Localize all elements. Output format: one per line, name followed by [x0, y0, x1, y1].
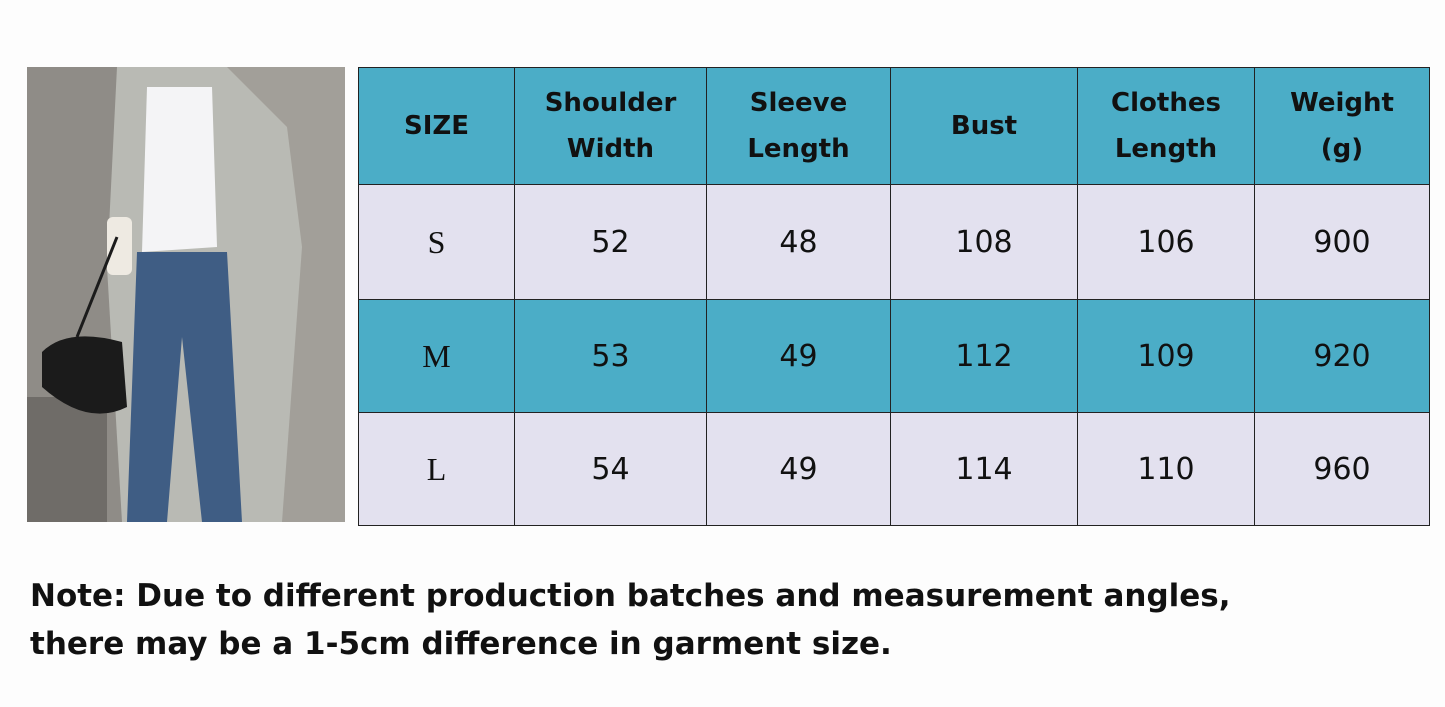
header-cell: Shoulder Width [514, 67, 707, 185]
note-line: Note: Due to different production batche… [30, 578, 1231, 614]
header-text: SIZE [403, 111, 469, 141]
size-cell: M [358, 299, 515, 413]
header-cell: Clothes Length [1077, 67, 1255, 185]
measure-cell: 48 [706, 184, 891, 300]
header-text: Length [747, 134, 850, 164]
measure-cell: 108 [890, 184, 1078, 300]
measure-cell: 110 [1077, 412, 1255, 526]
measure-cell: 106 [1077, 184, 1255, 300]
measure-cell: 52 [514, 184, 707, 300]
size-row: L 54 49 114 110 960 [358, 412, 1430, 526]
size-row: S 52 48 108 106 900 [358, 184, 1430, 300]
size-cell: S [358, 184, 515, 300]
size-cell: L [358, 412, 515, 526]
size-table: SIZE Shoulder Width Sleeve Length Bust Clothes… [358, 67, 1430, 526]
header-cell: Sleeve Length [706, 67, 891, 185]
header-text: Sleeve [749, 88, 848, 118]
header-text: Clothes [1111, 88, 1221, 118]
measure-cell: 49 [706, 412, 891, 526]
header-cell: SIZE [358, 67, 515, 185]
measure-cell: 54 [514, 412, 707, 526]
measure-cell: 960 [1254, 412, 1430, 526]
header-text: Weight [1290, 88, 1394, 118]
measure-cell: 920 [1254, 299, 1430, 413]
header-cell: Weight (g) [1254, 67, 1430, 185]
measure-cell: 112 [890, 299, 1078, 413]
header-text: Shoulder [544, 88, 677, 118]
note: Note: Due to different production batche… [30, 572, 1231, 668]
header-cell: Bust [890, 67, 1078, 185]
product-photo [27, 67, 345, 522]
header-row: SIZE Shoulder Width Sleeve Length Bust Clothes… [358, 67, 1430, 185]
header-text: (g) [1320, 134, 1364, 164]
note-line: there may be a 1-5cm difference in garme… [30, 626, 892, 662]
size-row: M 53 49 112 109 920 [358, 299, 1430, 413]
measure-cell: 53 [514, 299, 707, 413]
header-text: Bust [950, 111, 1018, 141]
header-text: Length [1114, 134, 1218, 164]
measure-cell: 109 [1077, 299, 1255, 413]
header-text: Width [566, 134, 655, 164]
measure-cell: 114 [890, 412, 1078, 526]
measure-cell: 49 [706, 299, 891, 413]
measure-cell: 900 [1254, 184, 1430, 300]
